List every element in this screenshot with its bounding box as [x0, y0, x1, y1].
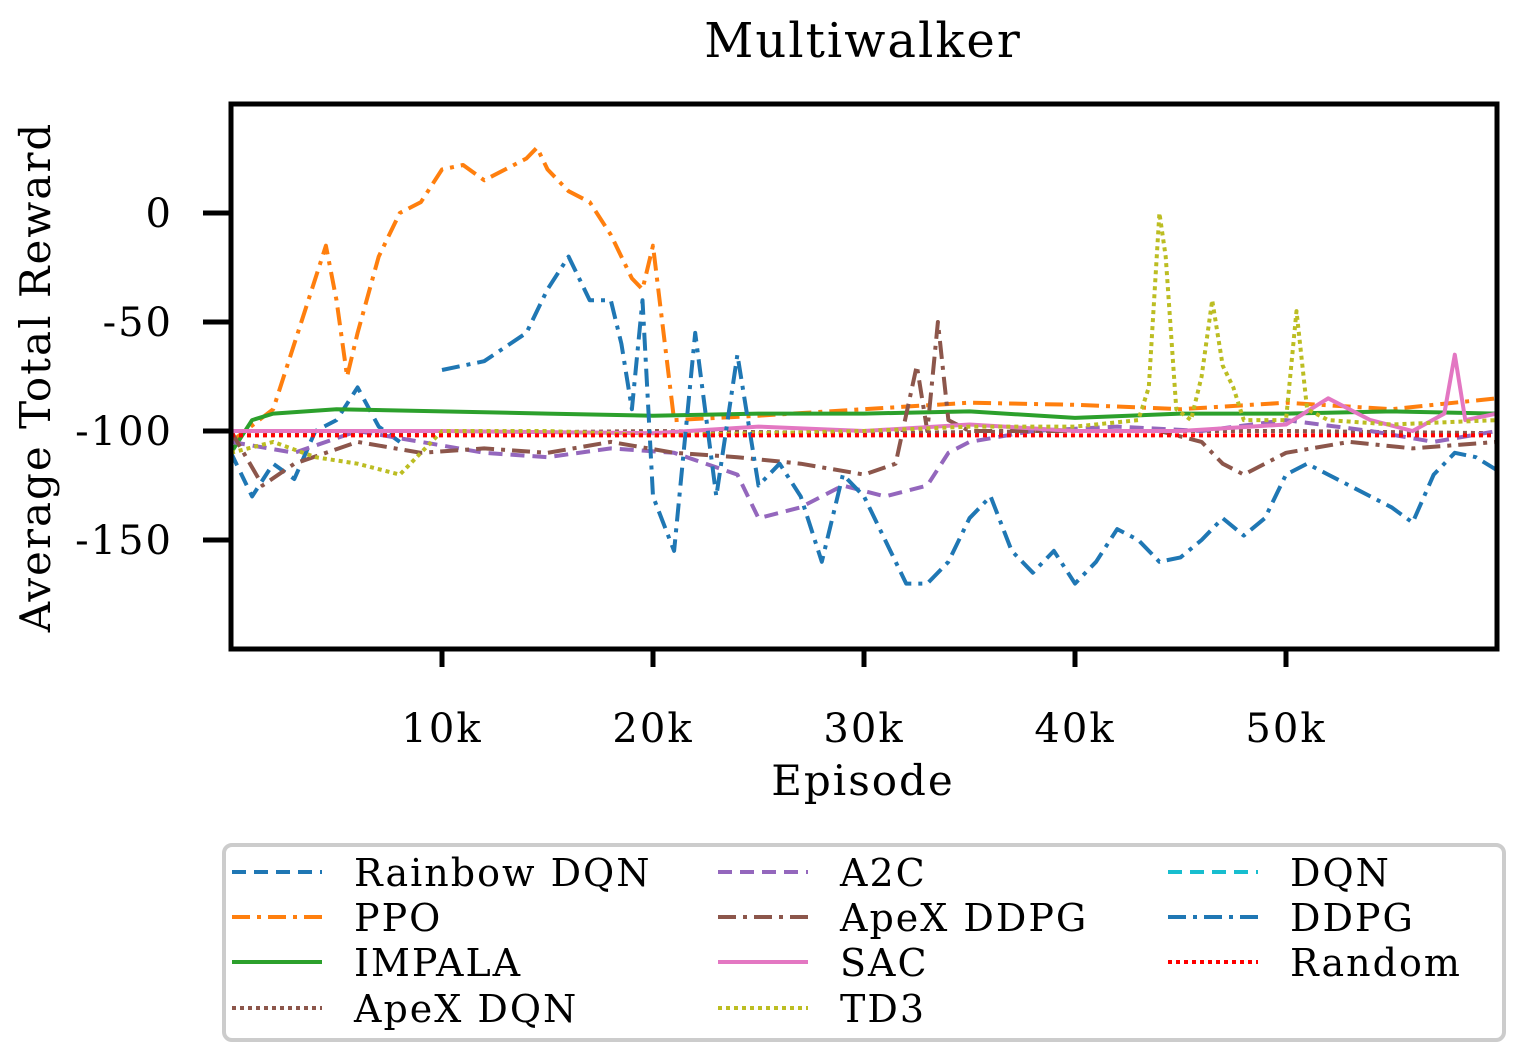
y-tick-label: -150	[75, 518, 173, 564]
plot-frame	[228, 101, 1500, 652]
chart-title: Multiwalker	[704, 13, 1022, 69]
series-line-apex-ddpg	[229, 320, 1498, 488]
x-tick-label: 10k	[401, 706, 482, 752]
legend-label-ppo: PPO	[354, 896, 442, 940]
x-tick-label: 40k	[1034, 706, 1115, 752]
x-axis-label: Episode	[771, 756, 955, 805]
legend-label-td3: TD3	[840, 987, 926, 1031]
legend-label-rainbow-dqn: Rainbow DQN	[354, 851, 651, 895]
y-tick-label: 0	[146, 191, 173, 237]
legend-label-ddpg: DDPG	[1290, 896, 1415, 940]
series-line-impala	[229, 407, 1498, 454]
y-tick-label: -50	[103, 300, 173, 346]
legend-label-apex-dqn: ApeX DQN	[353, 987, 578, 1031]
x-tick-label: 50k	[1245, 706, 1326, 752]
x-tick-label: 30k	[823, 706, 904, 752]
series-line-sac	[231, 352, 1498, 436]
legend-label-sac: SAC	[840, 941, 929, 985]
series-line-rainbow-dqn	[229, 385, 401, 499]
legend-box	[222, 843, 1506, 1042]
legend-label-random: Random	[1290, 941, 1462, 985]
y-axis-label: Average Total Reward	[11, 122, 60, 634]
y-ticks: 0 -50 -100 -150	[75, 191, 231, 564]
series-line-ddpg	[441, 254, 1499, 586]
legend-label-impala: IMPALA	[354, 941, 522, 985]
y-tick-label: -100	[75, 409, 173, 455]
series-layer	[229, 145, 1499, 586]
x-tick-label: 20k	[612, 706, 693, 752]
x-ticks: 10k 20k 30k 40k 50k	[401, 649, 1326, 752]
legend-label-dqn: DQN	[1290, 851, 1391, 895]
legend-label-apex-ddpg: ApeX DDPG	[839, 896, 1088, 940]
legend-label-a2c: A2C	[839, 851, 927, 895]
series-line-td3	[230, 211, 1498, 477]
